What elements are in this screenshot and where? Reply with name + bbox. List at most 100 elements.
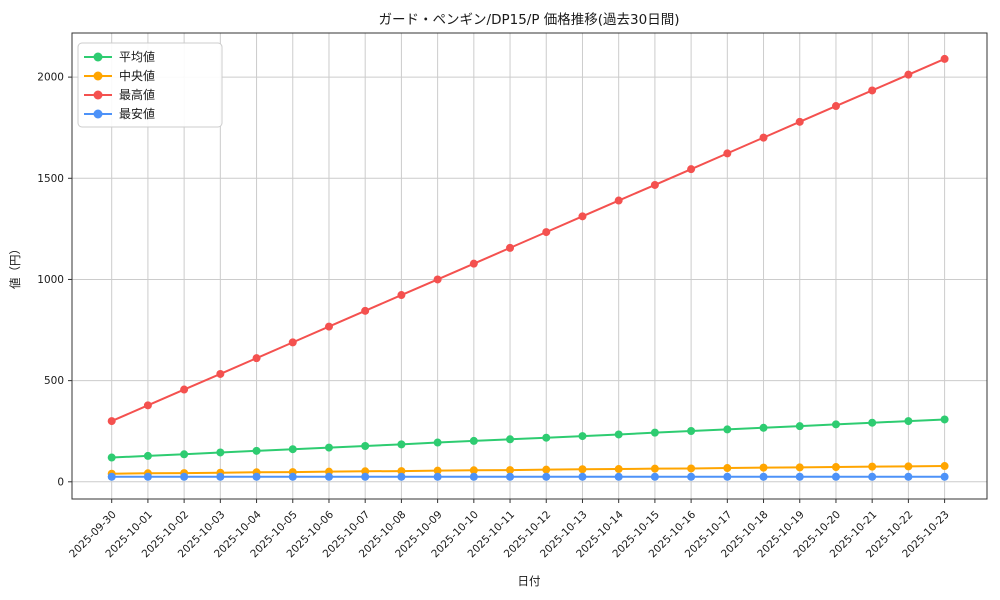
data-point-lowest: [614, 472, 623, 481]
data-point-median: [723, 464, 732, 473]
data-point-highest: [904, 70, 913, 79]
y-axis-label: 値（円）: [8, 243, 22, 289]
data-point-highest: [940, 54, 949, 63]
data-point-average: [397, 440, 406, 449]
data-point-lowest: [107, 472, 116, 481]
data-point-lowest: [506, 472, 515, 481]
legend-item-highest: 最高値: [84, 87, 155, 102]
legend-label: 中央値: [119, 68, 155, 83]
data-point-highest: [252, 354, 261, 363]
data-point-median: [795, 463, 804, 472]
data-point-highest: [107, 417, 116, 426]
data-point-average: [723, 425, 732, 434]
data-point-lowest: [831, 472, 840, 481]
data-point-lowest: [650, 472, 659, 481]
data-point-lowest: [361, 472, 370, 481]
legend-item-average: 平均値: [84, 49, 155, 64]
data-point-average: [578, 432, 587, 441]
data-point-highest: [687, 165, 696, 174]
data-point-median: [904, 462, 913, 471]
data-point-lowest: [143, 472, 152, 481]
data-point-lowest: [216, 472, 225, 481]
data-point-highest: [831, 102, 840, 111]
x-axis-label: 日付: [518, 574, 541, 588]
data-point-lowest: [795, 472, 804, 481]
data-point-lowest: [940, 472, 949, 481]
legend-item-median: 中央値: [84, 68, 155, 83]
legend-dot-icon: [93, 90, 103, 100]
data-point-lowest: [397, 472, 406, 481]
data-point-lowest: [578, 472, 587, 481]
series-line-average: [110, 418, 946, 459]
data-point-highest: [759, 133, 768, 142]
data-point-lowest: [687, 472, 696, 481]
chart-title: ガード・ペンギン/DP15/P 価格推移(過去30日間): [379, 12, 680, 28]
data-point-highest: [433, 275, 442, 284]
data-point-lowest: [542, 472, 551, 481]
data-point-lowest: [252, 472, 261, 481]
data-point-average: [759, 423, 768, 432]
data-point-lowest: [180, 472, 189, 481]
data-point-average: [252, 446, 261, 455]
data-point-highest: [361, 306, 370, 315]
data-point-average: [904, 417, 913, 426]
data-point-highest: [795, 117, 804, 126]
data-point-median: [650, 464, 659, 473]
data-point-median: [687, 464, 696, 473]
data-point-average: [361, 441, 370, 450]
data-point-average: [650, 428, 659, 437]
data-point-median: [433, 466, 442, 475]
data-point-lowest: [433, 472, 442, 481]
y-tick-label: 1500: [37, 173, 64, 185]
data-point-highest: [723, 149, 732, 158]
series-layer: [107, 54, 949, 481]
legend-label: 最高値: [119, 87, 155, 102]
data-point-lowest: [288, 472, 297, 481]
data-point-highest: [868, 86, 877, 95]
data-point-highest: [614, 196, 623, 205]
data-point-average: [288, 445, 297, 454]
data-point-highest: [578, 212, 587, 221]
series-line-median: [110, 465, 946, 475]
data-point-average: [107, 453, 116, 462]
data-point-median: [868, 462, 877, 471]
legend-label: 平均値: [119, 49, 155, 64]
data-point-median: [469, 466, 478, 475]
data-point-highest: [542, 228, 551, 237]
data-point-lowest: [759, 472, 768, 481]
data-point-average: [143, 451, 152, 460]
data-point-highest: [143, 401, 152, 410]
data-point-lowest: [469, 472, 478, 481]
tick-layer: 2025-09-302025-10-012025-10-022025-10-03…: [37, 72, 951, 561]
plot-border: [71, 32, 988, 500]
data-point-highest: [288, 338, 297, 347]
data-point-lowest: [868, 472, 877, 481]
data-point-median: [940, 462, 949, 471]
legend: 平均値 中央値 最高値 最安値: [77, 42, 223, 128]
data-point-highest: [397, 291, 406, 300]
data-point-median: [831, 463, 840, 472]
data-point-highest: [216, 369, 225, 378]
data-point-median: [506, 466, 515, 475]
legend-box: [77, 42, 223, 128]
data-point-median: [397, 467, 406, 476]
data-point-average: [940, 415, 949, 424]
data-point-lowest: [324, 472, 333, 481]
data-point-average: [324, 443, 333, 452]
data-point-median: [759, 463, 768, 472]
data-point-average: [831, 420, 840, 429]
data-point-average: [469, 436, 478, 445]
data-point-highest: [506, 243, 515, 252]
data-point-highest: [180, 385, 189, 394]
data-point-median: [542, 465, 551, 474]
data-point-lowest: [904, 472, 913, 481]
data-point-average: [795, 422, 804, 431]
data-point-highest: [469, 259, 478, 268]
data-point-highest: [324, 322, 333, 331]
y-tick-label: 1000: [37, 274, 64, 286]
data-point-average: [614, 430, 623, 439]
legend-dot-icon: [93, 109, 103, 119]
legend-dot-icon: [93, 71, 103, 81]
